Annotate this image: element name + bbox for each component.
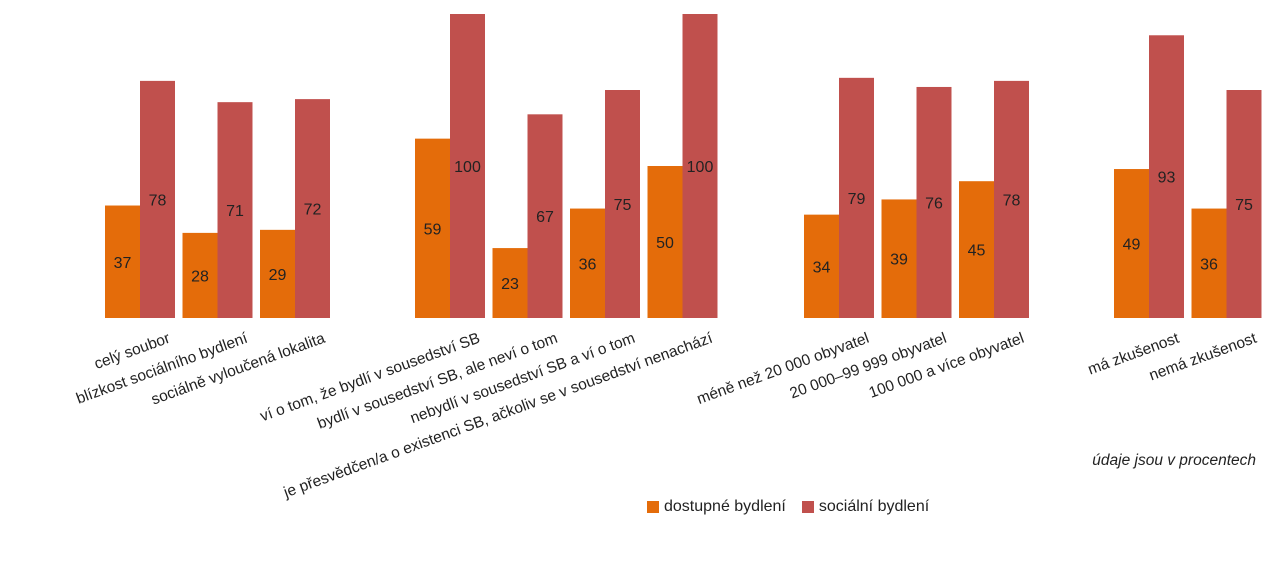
units-note: údaje jsou v procentech [1092, 452, 1256, 469]
bar-socialni-8 [916, 86, 952, 319]
bar-dostupne-9 [959, 181, 994, 318]
bar-dostupne-5 [570, 208, 605, 318]
value-label-socialni-10: 93 [1158, 170, 1176, 187]
legend-item-socialni: sociální bydlení [801, 498, 930, 516]
value-label-dostupne-2: 29 [269, 267, 287, 284]
bar-dostupne-10 [1114, 169, 1149, 318]
value-label-socialni-3: 100 [454, 159, 481, 176]
bar-dostupne-1 [182, 232, 218, 318]
legend-swatch-socialni [801, 501, 814, 513]
value-label-socialni-5: 75 [614, 197, 632, 214]
value-label-dostupne-9: 45 [968, 243, 986, 260]
bar-socialni-11 [1226, 90, 1262, 318]
value-label-dostupne-1: 28 [191, 268, 209, 285]
legend-label-dostupne: dostupné bydlení [664, 498, 786, 515]
bar-socialni-0 [140, 80, 175, 318]
value-label-dostupne-11: 36 [1200, 256, 1218, 273]
legend: dostupné bydlení sociální bydlení [647, 498, 929, 516]
value-label-socialni-6: 100 [687, 159, 714, 176]
bar-socialni-5 [605, 90, 640, 318]
legend-label-socialni: sociální bydlení [818, 498, 930, 515]
value-label-dostupne-8: 39 [890, 252, 908, 269]
bar-dostupne-6 [647, 166, 683, 318]
bar-dostupne-0 [105, 205, 140, 318]
bar-socialni-1 [217, 102, 253, 318]
value-label-dostupne-4: 23 [501, 276, 519, 293]
bar-socialni-2 [295, 99, 330, 319]
bar-dostupne-4 [492, 248, 528, 318]
bars-layer [105, 14, 1262, 319]
value-label-socialni-7: 79 [848, 191, 866, 208]
value-label-socialni-9: 78 [1003, 192, 1021, 209]
bar-dostupne-7 [804, 214, 839, 318]
bar-socialni-9 [994, 80, 1029, 318]
value-label-socialni-2: 72 [304, 202, 322, 219]
value-label-socialni-4: 67 [536, 209, 554, 226]
bar-socialni-7 [839, 77, 874, 318]
value-label-dostupne-6: 50 [656, 235, 674, 252]
legend-item-dostupne: dostupné bydlení [647, 498, 786, 516]
bar-socialni-10 [1149, 35, 1184, 318]
value-label-socialni-1: 71 [226, 203, 244, 220]
bar-dostupne-11 [1191, 208, 1227, 318]
value-label-socialni-8: 76 [925, 195, 943, 212]
value-label-dostupne-10: 49 [1123, 237, 1141, 254]
value-label-dostupne-0: 37 [114, 255, 132, 272]
bar-dostupne-2 [260, 229, 295, 318]
value-label-dostupne-5: 36 [579, 256, 597, 273]
value-label-socialni-11: 75 [1235, 197, 1253, 214]
value-label-dostupne-3: 59 [424, 221, 442, 238]
bar-socialni-3 [450, 14, 485, 318]
legend-swatch-dostupne [647, 501, 659, 513]
bar-dostupne-3 [415, 138, 450, 318]
value-label-dostupne-7: 34 [813, 259, 831, 276]
value-label-socialni-0: 78 [149, 192, 167, 209]
bar-socialni-6 [682, 14, 718, 318]
bar-socialni-4 [527, 114, 563, 318]
bar-dostupne-8 [881, 199, 917, 318]
value-labels-layer: 37 78 28 71 29 72 59 100 23 67 36 75 50 100 34 79 39 76 45… [114, 159, 1253, 293]
